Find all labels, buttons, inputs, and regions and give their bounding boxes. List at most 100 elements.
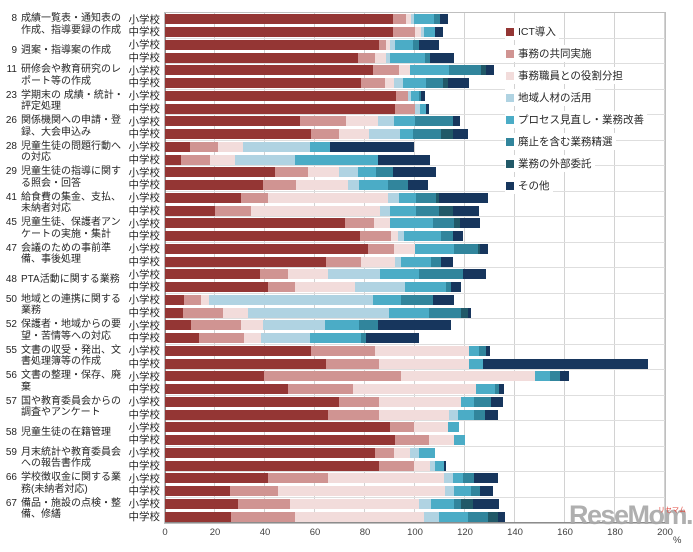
bar-segment-2	[357, 52, 375, 63]
bar-segment-4	[355, 282, 405, 293]
bar-segment-8	[407, 180, 428, 191]
bar-segment-3	[378, 358, 469, 369]
bar-segment-2	[395, 103, 415, 114]
bar-segment-4	[443, 473, 453, 484]
x-tick-label: 20	[209, 527, 221, 538]
bar-segment-2	[345, 218, 374, 229]
legend-swatch	[506, 181, 514, 190]
bar-segment-6	[473, 409, 485, 420]
category-label: 58 児童生徒の在籍管理	[3, 420, 125, 446]
bar-segment-4	[390, 39, 395, 50]
bar-segment-7	[442, 78, 448, 89]
category-number: 47	[5, 242, 17, 254]
bar-segment-8	[435, 27, 443, 38]
bar-segment-5	[310, 333, 362, 344]
bar-segment-4	[395, 256, 402, 267]
gridline	[464, 13, 465, 523]
bar-segment-2	[300, 116, 347, 127]
school-label: 小学校	[128, 90, 161, 102]
bar-segment-8	[432, 294, 454, 305]
bar-segment-1	[165, 384, 288, 395]
bar-segment-3	[406, 14, 412, 25]
bar-segment-8	[366, 333, 419, 344]
gridline	[664, 13, 665, 523]
bar-segment-5	[415, 243, 454, 254]
bar-segment-5	[380, 269, 419, 280]
category-number: 29	[5, 166, 17, 178]
legend-swatch	[506, 49, 514, 58]
watermark: ReseMom. リセマム	[569, 500, 693, 530]
bar-segment-8	[560, 371, 569, 382]
bar-row	[165, 243, 488, 254]
category-separator-line	[165, 216, 665, 217]
bar-segment-8	[486, 345, 490, 356]
legend-swatch	[506, 71, 514, 80]
bar-segment-6	[416, 205, 439, 216]
school-label: 中学校	[128, 153, 161, 166]
gridline	[314, 13, 315, 523]
bar-segment-1	[165, 333, 199, 344]
legend-swatch	[506, 27, 514, 36]
bar-segment-3	[373, 218, 390, 229]
bar-segment-1	[165, 256, 327, 267]
bar-segment-2	[262, 180, 297, 191]
category-text: 文書の整理・保存、廃棄	[21, 370, 121, 393]
bar-segment-4	[261, 333, 310, 344]
bar-segment-5	[420, 103, 427, 114]
bar-segment-5	[453, 435, 465, 446]
bar-row	[165, 116, 460, 127]
category-number: 55	[5, 344, 17, 356]
watermark-ruby: リセマム	[658, 507, 686, 514]
bar-segment-8	[451, 282, 462, 293]
bar-segment-2	[267, 473, 328, 484]
bar-segment-6	[418, 269, 463, 280]
x-tick-label: 140	[507, 527, 523, 538]
bar-row	[165, 65, 494, 76]
bar-segment-4	[386, 52, 390, 63]
category-label: 56 文書の整理・保存、廃棄	[3, 369, 125, 395]
bar-segment-1	[165, 192, 242, 203]
bar-segment-5	[390, 218, 433, 229]
bar-segment-1	[165, 294, 184, 305]
bar-row	[165, 218, 480, 229]
x-tick-label: 120	[457, 527, 473, 538]
bar-row	[165, 435, 465, 446]
bar-segment-6	[478, 345, 487, 356]
category-number: 45	[5, 217, 17, 229]
bar-segment-6	[471, 486, 480, 497]
legend-label: 廃止を含む業務精選	[518, 136, 613, 148]
bar-segment-2	[231, 511, 295, 522]
school-label: 中学校	[128, 383, 161, 396]
bar-segment-6	[467, 511, 488, 522]
category-text: 関係機関への申請・登録、大会申込み	[21, 115, 121, 138]
bar-segment-6	[428, 307, 462, 318]
bar-segment-1	[165, 409, 328, 420]
bar-row	[165, 371, 569, 382]
bar-segment-5	[403, 231, 442, 242]
bar-segment-3	[386, 39, 390, 50]
bar-segment-2	[215, 205, 252, 216]
bar-segment-6	[453, 498, 462, 509]
school-label: 小学校	[128, 141, 161, 153]
bar-segment-2	[287, 384, 353, 395]
bar-segment-3	[241, 320, 263, 331]
bar-row	[165, 52, 454, 63]
category-label: 48 PTA活動に関する業務	[3, 267, 125, 293]
gridline	[264, 13, 265, 523]
category-label: 59 月末統計や教育委員会への報告書作成	[3, 446, 125, 472]
bar-segment-6	[361, 333, 367, 344]
bar-segment-8	[452, 129, 468, 140]
bar-segment-2	[237, 498, 290, 509]
bar-segment-3	[401, 371, 535, 382]
bar-segment-4	[380, 205, 390, 216]
bar-segment-8	[330, 141, 414, 152]
category-separator-line	[165, 165, 665, 166]
category-number: 8	[11, 13, 17, 25]
school-label: 中学校	[128, 77, 161, 90]
bar-segment-5	[325, 320, 359, 331]
bar-segment-4	[393, 78, 403, 89]
bar-segment-8	[472, 498, 499, 509]
bar-row	[165, 90, 425, 101]
bar-segment-5	[431, 498, 454, 509]
bar-segment-2	[182, 307, 223, 318]
